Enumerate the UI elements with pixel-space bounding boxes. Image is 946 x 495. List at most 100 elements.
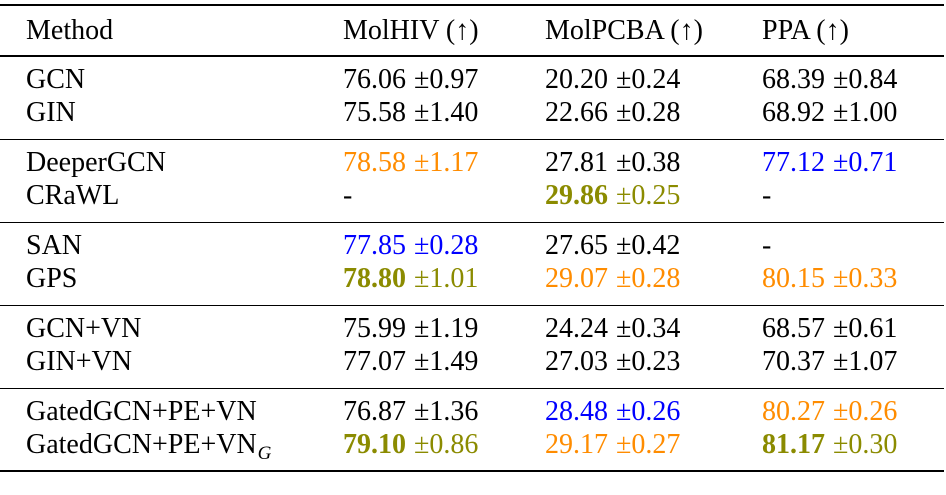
table-row: GCN+VN 75.99 ±1.19 24.24 ±0.34 68.57 ±0.61 [0, 305, 944, 345]
score-cell-molpcba: 28.48 ±0.26 [545, 388, 762, 428]
score-mean: 68.92 [762, 97, 825, 128]
method-name: GIN [26, 97, 76, 128]
score-std: ±0.28 [616, 263, 681, 294]
method-name: GatedGCN+PE+VN [26, 396, 257, 427]
score-cell-ppa: 80.15 ±0.33 [762, 262, 944, 305]
score-mean: 77.12 [762, 147, 825, 178]
score-mean: 20.20 [545, 64, 608, 95]
score-std: ±0.34 [616, 313, 681, 344]
score-std: ±1.00 [833, 97, 898, 128]
score-std: ±0.86 [414, 429, 479, 460]
score-std: ±0.71 [833, 147, 898, 178]
score-cell-ppa: - [762, 179, 944, 222]
header-molpcba: MolPCBA (↑) [545, 14, 703, 46]
score-cell-molhiv: 75.58 ±1.40 [343, 96, 545, 139]
score-cell-molhiv: 76.87 ±1.36 [343, 388, 545, 428]
score-std: ±0.84 [833, 64, 898, 95]
method-cell: GPS [0, 262, 343, 305]
score-mean: 77.07 [343, 346, 406, 377]
score-cell-ppa: 80.27 ±0.26 [762, 388, 944, 428]
score-mean: 77.85 [343, 230, 406, 261]
table-row: GPS 78.80 ±1.01 29.07 ±0.28 80.15 ±0.33 [0, 262, 944, 305]
score-std: ±0.26 [616, 396, 681, 427]
method-name: DeeperGCN [26, 147, 166, 178]
score-mean: 27.81 [545, 147, 608, 178]
score-std: ±1.49 [414, 346, 479, 377]
score-std: ±1.40 [414, 97, 479, 128]
table-row: GIN+VN 77.07 ±1.49 27.03 ±0.23 70.37 ±1.07 [0, 345, 944, 388]
score-std: ±1.19 [414, 313, 479, 344]
score-cell-molpcba: 27.03 ±0.23 [545, 345, 762, 388]
method-cell: GIN [0, 96, 343, 139]
score-cell-ppa: 68.39 ±0.84 [762, 56, 944, 96]
score-cell-molpcba: 29.17 ±0.27 [545, 428, 762, 471]
method-cell: GCN+VN [0, 305, 343, 345]
method-cell: SAN [0, 222, 343, 262]
score-mean: 27.03 [545, 346, 608, 377]
score-mean: 29.07 [545, 263, 608, 294]
score-mean: - [762, 180, 772, 211]
score-cell-ppa: 70.37 ±1.07 [762, 345, 944, 388]
table-row: CRaWL - 29.86 ±0.25 - [0, 179, 944, 222]
score-std: ±1.36 [414, 396, 479, 427]
score-cell-molhiv: 78.80 ±1.01 [343, 262, 545, 305]
table-row: GCN 76.06 ±0.97 20.20 ±0.24 68.39 ±0.84 [0, 56, 944, 96]
score-cell-molhiv: 78.58 ±1.17 [343, 139, 545, 179]
method-name: GPS [26, 263, 78, 294]
method-name: GIN+VN [26, 346, 132, 377]
method-name: GatedGCN+PE+VN [26, 429, 257, 460]
table-row: GatedGCN+PE+VNG 79.10 ±0.86 29.17 ±0.27 81.17… [0, 428, 944, 471]
score-cell-molpcba: 22.66 ±0.28 [545, 96, 762, 139]
header-molhiv: MolHIV (↑) [343, 14, 479, 46]
score-cell-molpcba: 29.07 ±0.28 [545, 262, 762, 305]
score-cell-molhiv: 77.85 ±0.28 [343, 222, 545, 262]
score-std: ±0.23 [616, 346, 681, 377]
score-cell-ppa: - [762, 222, 944, 262]
score-std: ±0.28 [616, 97, 681, 128]
score-cell-molpcba: 27.81 ±0.38 [545, 139, 762, 179]
method-name: CRaWL [26, 180, 120, 211]
score-cell-molpcba: 27.65 ±0.42 [545, 222, 762, 262]
score-cell-molhiv: 77.07 ±1.49 [343, 345, 545, 388]
score-std: ±0.33 [833, 263, 898, 294]
score-cell-molpcba: 29.86 ±0.25 [545, 179, 762, 222]
score-mean: 75.99 [343, 313, 406, 344]
score-mean: 22.66 [545, 97, 608, 128]
score-mean: 28.48 [545, 396, 608, 427]
score-mean: 29.86 [545, 180, 608, 211]
method-subscript: G [257, 443, 272, 464]
score-cell-ppa: 68.92 ±1.00 [762, 96, 944, 139]
score-cell-molhiv: 79.10 ±0.86 [343, 428, 545, 471]
score-cell-ppa: 77.12 ±0.71 [762, 139, 944, 179]
score-std: ±0.24 [616, 64, 681, 95]
results-table: Method MolHIV (↑) MolPCBA (↑) PPA (↑) GC… [0, 4, 944, 472]
score-cell-molhiv: - [343, 179, 545, 222]
score-mean: 27.65 [545, 230, 608, 261]
method-cell: DeeperGCN [0, 139, 343, 179]
score-std: ±0.97 [414, 64, 479, 95]
table-row: GatedGCN+PE+VN 76.87 ±1.36 28.48 ±0.26 80.27 ±… [0, 388, 944, 428]
method-cell: GatedGCN+PE+VN [0, 388, 343, 428]
score-std: ±1.17 [414, 147, 479, 178]
score-cell-ppa: 68.57 ±0.61 [762, 305, 944, 345]
score-cell-ppa: 81.17 ±0.30 [762, 428, 944, 471]
score-mean: 24.24 [545, 313, 608, 344]
table-body: GCN 76.06 ±0.97 20.20 ±0.24 68.39 ±0.84 GIN 75.5… [0, 56, 944, 471]
score-mean: 81.17 [762, 429, 825, 460]
header-row: Method MolHIV (↑) MolPCBA (↑) PPA (↑) [0, 5, 944, 56]
score-mean: - [762, 230, 772, 261]
method-cell: GCN [0, 56, 343, 96]
score-std: ±0.27 [616, 429, 681, 460]
score-mean: 76.87 [343, 396, 406, 427]
score-cell-molpcba: 20.20 ±0.24 [545, 56, 762, 96]
score-mean: 80.27 [762, 396, 825, 427]
score-mean: 76.06 [343, 64, 406, 95]
score-std: ±0.38 [616, 147, 681, 178]
score-std: ±0.61 [833, 313, 898, 344]
header-ppa: PPA (↑) [762, 14, 849, 46]
score-std: ±1.01 [414, 263, 479, 294]
score-mean: 70.37 [762, 346, 825, 377]
score-std: ±0.42 [616, 230, 681, 261]
method-cell: CRaWL [0, 179, 343, 222]
method-cell: GatedGCN+PE+VNG [0, 428, 343, 471]
